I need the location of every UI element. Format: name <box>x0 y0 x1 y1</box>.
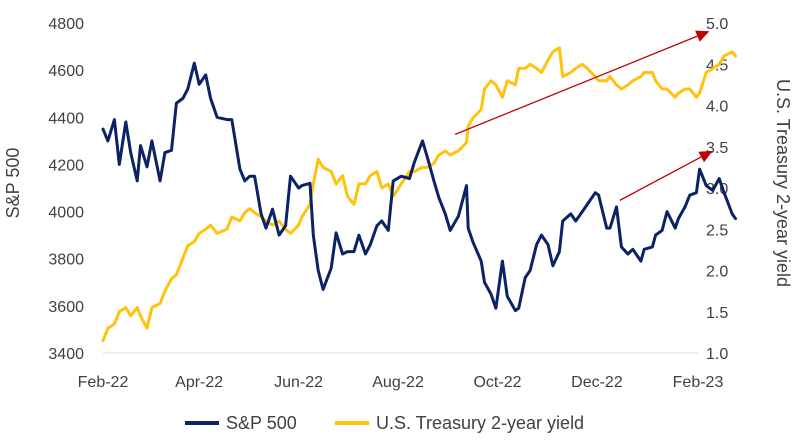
legend: S&P 500 U.S. Treasury 2-year yield <box>185 413 584 433</box>
y-left-tick-label: 3400 <box>48 346 84 363</box>
y-left-tick-label: 4600 <box>48 63 84 80</box>
y-left-tick-label: 3600 <box>48 299 84 316</box>
y-left-tick-label: 4400 <box>48 110 84 127</box>
y-left-axis-label: S&P 500 <box>3 148 23 219</box>
y-right-tick-label: 4.0 <box>706 99 728 116</box>
x-tick-label: Feb-23 <box>673 374 724 391</box>
series-line-treasury-yield <box>101 46 737 343</box>
series-line-sp500 <box>101 61 737 313</box>
x-tick-label: Feb-22 <box>78 374 129 391</box>
x-tick-label: Dec-22 <box>571 374 623 391</box>
y-right-tick-label: 3.5 <box>706 140 728 157</box>
series-layer <box>101 46 737 343</box>
y-left-axis-ticks: 3400 3600 3800 4000 4200 4400 4600 4800 <box>48 16 84 363</box>
x-tick-label: Oct-22 <box>473 374 521 391</box>
y-right-tick-label: 2.0 <box>706 264 728 281</box>
x-axis-ticks: Feb-22 Apr-22 Jun-22 Aug-22 Oct-22 Dec-22 Feb-… <box>78 374 724 391</box>
y-right-tick-label: 2.5 <box>706 222 728 239</box>
legend-label-sp500: S&P 500 <box>226 413 297 433</box>
legend-label-treasury-yield: U.S. Treasury 2-year yield <box>376 413 584 433</box>
trend-arrow-head <box>695 30 710 42</box>
y-left-tick-label: 4000 <box>48 205 84 222</box>
annotation-layer <box>454 30 713 201</box>
y-left-tick-label: 4800 <box>48 16 84 33</box>
y-right-tick-label: 1.0 <box>706 346 728 363</box>
x-tick-label: Aug-22 <box>372 374 424 391</box>
y-right-tick-label: 5.0 <box>706 16 728 33</box>
y-right-axis-label: U.S. Treasury 2-year yield <box>773 79 793 287</box>
trend-arrow-line <box>454 35 698 135</box>
trend-arrow-head <box>698 150 713 163</box>
y-left-tick-label: 4200 <box>48 157 84 174</box>
x-tick-label: Apr-22 <box>175 374 223 391</box>
y-left-tick-label: 3800 <box>48 252 84 269</box>
x-tick-label: Jun-22 <box>274 374 323 391</box>
y-right-tick-label: 1.5 <box>706 305 728 322</box>
trend-arrow-line <box>619 156 702 201</box>
